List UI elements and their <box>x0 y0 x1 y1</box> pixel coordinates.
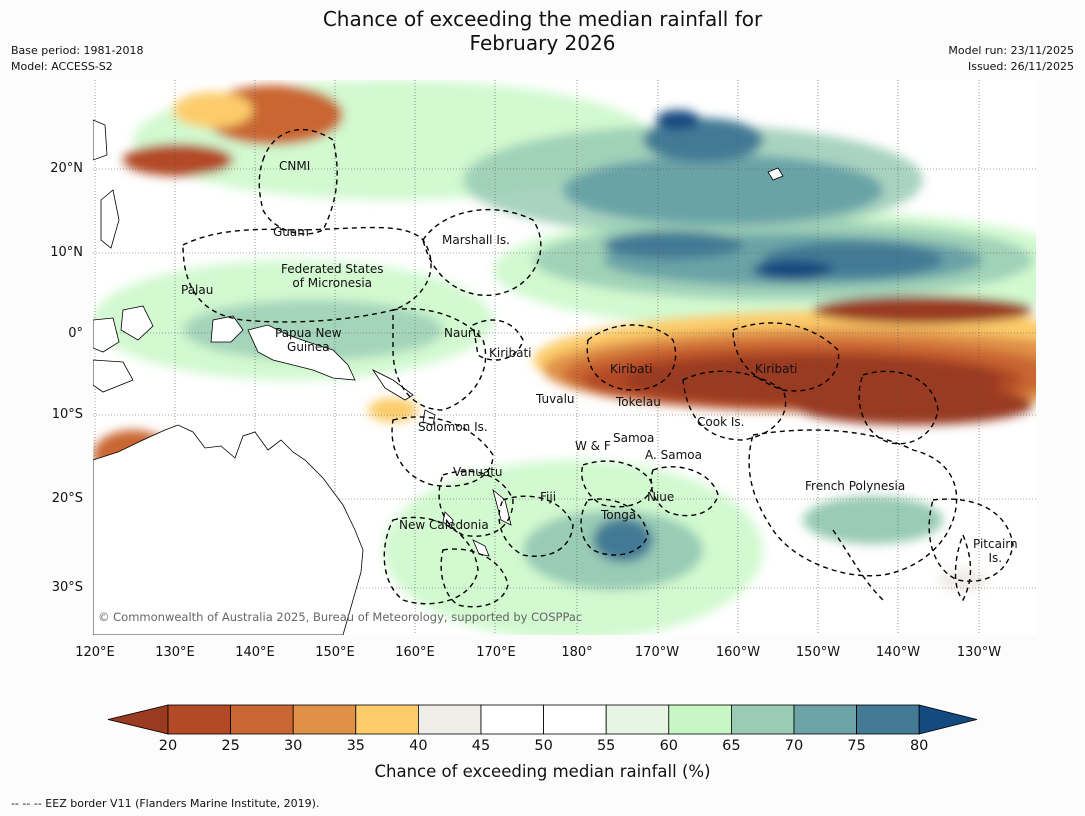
base-period: Base period: 1981-2018 <box>11 44 144 57</box>
place-label: Tonga <box>601 508 637 522</box>
place-label: Kiribati <box>610 362 653 376</box>
place-label: Tokelau <box>616 395 661 409</box>
place-label: Cook Is. <box>697 415 745 429</box>
lon-tick: 120°E <box>75 645 115 660</box>
coastlines <box>93 119 784 635</box>
lat-tick: 10°S <box>51 407 83 422</box>
colorbar-cell <box>543 704 607 735</box>
colorbar-cell <box>793 704 857 735</box>
place-label: Guam <box>273 225 309 239</box>
colorbar-tick: 25 <box>221 738 240 754</box>
place-label: French Polynesia <box>805 479 906 493</box>
place-label: Samoa <box>613 431 655 445</box>
place-label: New Caledonia <box>399 518 489 532</box>
colorbar-over-arrow <box>918 704 978 735</box>
colorbar-under-arrow <box>107 704 169 735</box>
lon-tick: 180° <box>561 645 593 660</box>
place-label: Kiribati <box>755 362 798 376</box>
issued-date: Issued: 26/11/2025 <box>967 60 1074 73</box>
colorbar-cell <box>292 704 357 735</box>
colorbar-tick: 50 <box>534 738 553 754</box>
place-label: Niue <box>647 490 675 504</box>
lon-tick: 130°E <box>155 645 195 660</box>
place-label: Tuvalu <box>536 392 575 406</box>
lat-tick: 0° <box>68 326 83 341</box>
colorbar-tick: 35 <box>346 738 366 754</box>
lon-tick: 160°E <box>395 645 435 660</box>
place-label: CNMI <box>279 159 311 173</box>
place-label: Nauru <box>444 326 481 340</box>
place-label: Fiji <box>540 490 557 504</box>
place-label: Federated States of Micronesia <box>281 262 384 290</box>
colorbar-tick: 75 <box>847 738 866 754</box>
place-label: Palau <box>181 283 214 297</box>
place-label: Kiribati <box>489 346 532 360</box>
title-line-1: Chance of exceeding the median rainfall … <box>322 7 763 31</box>
lat-tick: 10°N <box>50 245 83 260</box>
model-run: Model run: 23/11/2025 <box>948 44 1074 57</box>
colorbar-cell <box>230 704 294 735</box>
lon-tick: 170°W <box>634 645 680 660</box>
eez-borders <box>182 129 1014 608</box>
colorbar-tick: 40 <box>409 738 428 754</box>
colorbar-tick: 20 <box>158 738 178 754</box>
place-label: A. Samoa <box>645 448 702 462</box>
colorbar-cell <box>480 704 544 735</box>
colorbar-tick: 55 <box>596 738 616 754</box>
place-label: Solomon Is. <box>418 420 488 434</box>
place-label: W & F <box>575 439 611 453</box>
colorbar-cell <box>856 704 920 735</box>
model-name: Model: ACCESS-S2 <box>11 60 113 73</box>
colorbar-title: Chance of exceeding median rainfall (%) <box>374 762 711 781</box>
map-copyright: © Commonwealth of Australia 2025, Bureau… <box>98 610 582 624</box>
colorbar-svg <box>107 704 978 735</box>
colorbar-cell <box>668 704 732 735</box>
footnote: -- -- -- EEZ border V11 (Flanders Marine… <box>11 797 320 810</box>
colorbar-tick: 30 <box>283 738 303 754</box>
colorbar-tick: 65 <box>722 738 741 754</box>
lon-tick: 140°W <box>875 645 921 660</box>
colorbar-tick: 70 <box>784 738 804 754</box>
lat-tick: 20°S <box>51 491 83 506</box>
lon-tick: 130°W <box>956 645 1002 660</box>
place-label: Papua New Guinea <box>275 326 342 354</box>
place-label: Pitcairn Is. <box>973 537 1018 565</box>
colorbar-cell <box>355 704 419 735</box>
title-line-2: February 2026 <box>469 31 616 55</box>
lat-tick: 30°S <box>51 580 83 595</box>
lon-tick: 150°E <box>315 645 355 660</box>
map-canvas: © Commonwealth of Australia 2025, Bureau… <box>93 80 1036 635</box>
rainfall-shading <box>93 80 1036 635</box>
lon-tick: 170°E <box>476 645 516 660</box>
place-label: Marshall Is. <box>442 233 510 247</box>
place-label: Vanuatu <box>453 465 503 479</box>
colorbar-tick: 60 <box>659 738 679 754</box>
colorbar-cell <box>167 704 231 735</box>
colorbar-tick: 45 <box>471 738 491 754</box>
lat-tick: 20°N <box>50 161 83 176</box>
colorbar-cell <box>605 704 670 735</box>
lon-tick: 140°E <box>235 645 275 660</box>
lon-tick: 160°W <box>715 645 761 660</box>
lon-tick: 150°W <box>795 645 841 660</box>
colorbar-cell <box>417 704 482 735</box>
rainfall-map: © Commonwealth of Australia 2025, Bureau… <box>93 80 1036 635</box>
colorbar-tick: 80 <box>909 738 929 754</box>
colorbar-cell <box>731 704 795 735</box>
